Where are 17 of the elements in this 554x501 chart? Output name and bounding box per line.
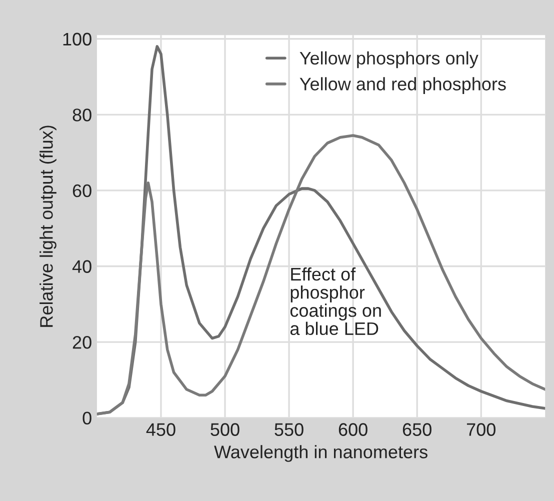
x-tick-label: 450 <box>146 423 176 436</box>
y-tick-label: 80 <box>72 108 92 122</box>
legend-label: Yellow phosphors only <box>300 51 478 68</box>
y-tick-label: 60 <box>72 184 92 198</box>
x-tick-label: 700 <box>466 423 496 436</box>
legend-label: Yellow and red phosphors <box>300 77 506 94</box>
annotation: Effect of phosphor coatings on a blue LED <box>290 267 381 336</box>
y-tick-label: 40 <box>72 260 92 273</box>
y-tick-label: 100 <box>63 32 92 46</box>
x-tick-label: 500 <box>210 423 240 436</box>
x-axis-title: Wavelength in nanometers <box>214 445 428 462</box>
x-tick-label: 650 <box>402 423 432 436</box>
y-axis-title: Relative light output (flux) <box>40 126 56 327</box>
y-tick-label: 0 <box>82 412 92 425</box>
x-tick-label: 600 <box>338 423 368 436</box>
x-tick-label: 550 <box>274 423 304 436</box>
y-tick-label: 20 <box>72 336 92 349</box>
